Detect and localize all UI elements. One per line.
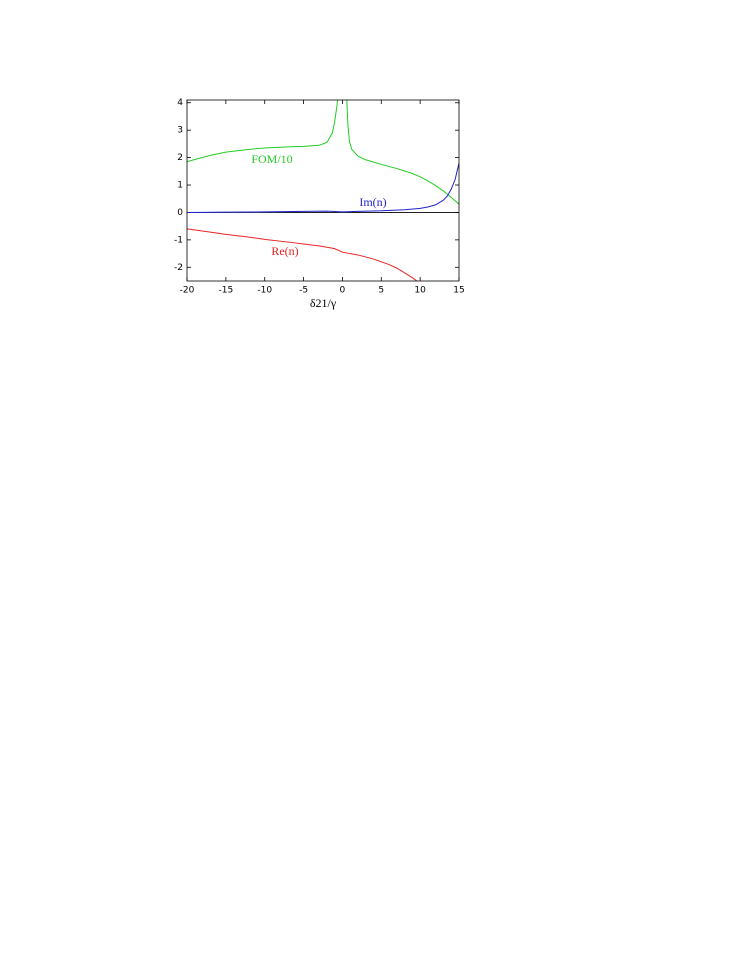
series-label: Im(n) xyxy=(359,195,386,209)
x-tick-label: 10 xyxy=(414,286,426,296)
plot-frame xyxy=(186,99,460,282)
y-tick-label: 2 xyxy=(177,153,183,163)
y-tick-label: -1 xyxy=(174,235,183,245)
x-axis-label: δ21/γ xyxy=(310,296,337,310)
y-tick-label: 3 xyxy=(177,126,183,136)
y-tick-label: -2 xyxy=(174,263,183,273)
y-tick-label: 4 xyxy=(177,98,183,108)
x-tick-label: -20 xyxy=(180,286,195,296)
series-label: Re(n) xyxy=(271,244,298,258)
y-tick-label: 0 xyxy=(177,208,183,218)
x-tick-label: -10 xyxy=(257,286,272,296)
series-line xyxy=(187,100,459,205)
series-line xyxy=(187,162,459,213)
x-tick-label: 15 xyxy=(453,286,464,296)
y-tick-label: 1 xyxy=(177,181,183,191)
x-tick-label: -15 xyxy=(219,286,234,296)
x-tick-label: -5 xyxy=(299,286,308,296)
x-tick-label: 5 xyxy=(378,286,384,296)
series-label: FOM/10 xyxy=(251,152,292,166)
series-line xyxy=(187,228,418,281)
x-tick-label: 0 xyxy=(340,286,346,296)
